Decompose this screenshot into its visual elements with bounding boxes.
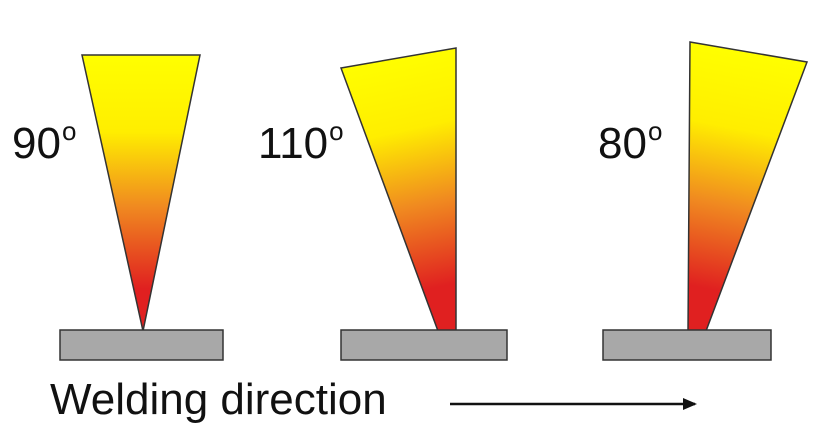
- angle-label-80: 80o: [598, 118, 662, 168]
- angle-label-110: 110o: [258, 118, 344, 168]
- welding-direction-caption: Welding direction: [50, 375, 387, 424]
- degree-symbol-80: o: [647, 116, 663, 146]
- angle-value-90: 90: [12, 119, 61, 168]
- angle-label-90: 90o: [12, 118, 76, 168]
- flame-torch-80: [687, 41, 809, 332]
- degree-symbol-110: o: [329, 116, 344, 146]
- angle-value-110: 110: [258, 119, 329, 168]
- base-plate-80: [602, 329, 772, 361]
- flame-torch-110: [339, 47, 457, 332]
- degree-symbol-90: o: [61, 116, 77, 146]
- angle-value-80: 80: [598, 119, 647, 168]
- flame-torch-90: [81, 54, 201, 332]
- base-plate-110: [340, 329, 508, 361]
- base-plate-90: [59, 329, 224, 361]
